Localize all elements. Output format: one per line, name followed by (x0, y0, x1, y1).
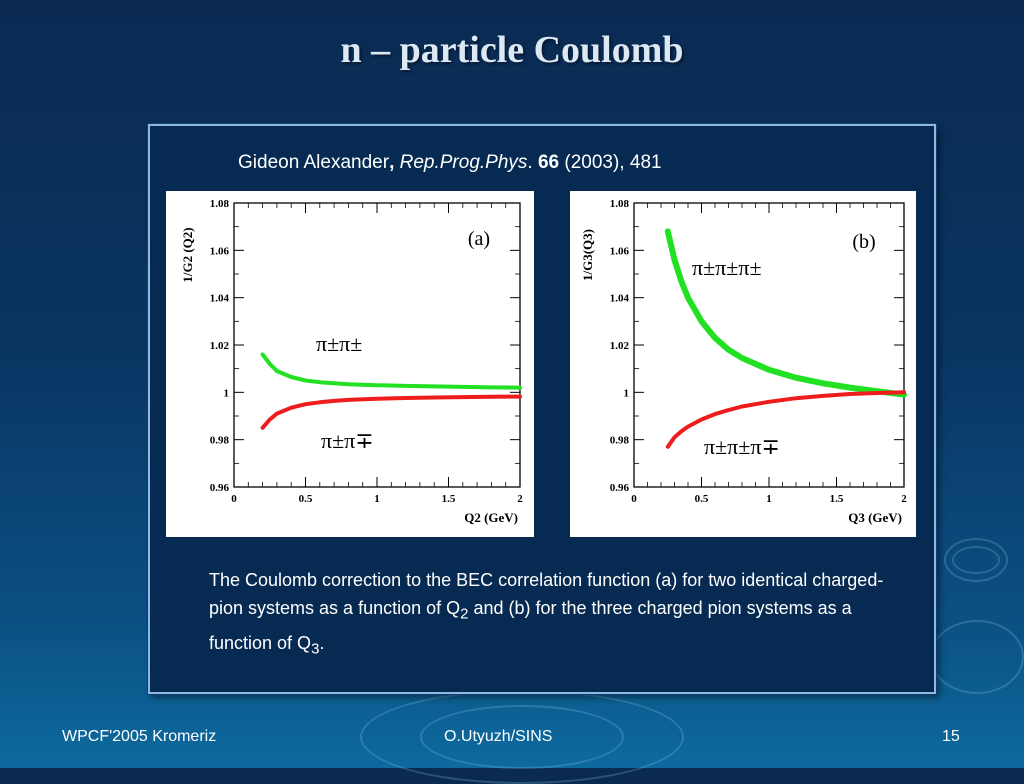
citation-rest: (2003), 481 (564, 152, 662, 173)
series-label: π±π±π∓ (704, 434, 780, 459)
x-axis-label: Q3 (GeV) (848, 510, 902, 525)
series-line (664, 228, 907, 398)
chart-panel-a: 0.96 0.98 1 1.02 1.04 1.06 1.08 0 0.5 1 1.5 2 Q2 (Ge… (166, 191, 534, 537)
y-tick-label: 1 (224, 387, 230, 399)
figure-caption: The Coulomb correction to the BEC correl… (209, 566, 899, 663)
y-tick-label: 1.06 (210, 245, 230, 257)
citation-author: Gideon Alexander (238, 152, 390, 173)
y-tick-label: 1.04 (210, 293, 230, 305)
chart-panel-b: 0.96 0.98 1 1.02 1.04 1.06 1.08 0 0.5 1 1.5 2 Q3 (Ge… (570, 191, 916, 537)
x-tick-label: 1 (374, 493, 380, 505)
panel-label: (b) (852, 231, 875, 253)
y-axis-label: 1/G2 (Q2) (180, 227, 195, 282)
citation-journal: Rep.Prog.Phys (399, 152, 528, 173)
footer-author: O.Utyuzh/SINS (444, 728, 553, 745)
series-label: π±π∓ (321, 428, 374, 453)
x-tick-label: 1 (766, 493, 772, 505)
panel-label: (a) (468, 228, 490, 250)
x-axis-label: Q2 (GeV) (464, 510, 518, 525)
chart-a-svg: 0.96 0.98 1 1.02 1.04 1.06 1.08 0 0.5 1 1.5 2 Q2 (Ge… (180, 198, 523, 525)
citation-volume: 66 (537, 152, 560, 173)
series-label: π±π± (316, 331, 362, 356)
caption-sub2: 3 (311, 640, 320, 658)
x-tick-label: 0 (631, 493, 637, 505)
y-tick-label: 0.98 (610, 435, 630, 447)
caption-part3: . (319, 632, 325, 653)
x-tick-label: 0.5 (299, 493, 313, 505)
slide-title: n – particle Coulomb (340, 29, 684, 71)
footer-conference: WPCF'2005 Kromeriz (62, 728, 217, 745)
series-line (665, 390, 906, 449)
y-tick-label: 0.96 (210, 482, 230, 494)
y-tick-label: 0.96 (610, 482, 630, 494)
y-tick-label: 1.02 (610, 340, 630, 352)
y-tick-label: 1.02 (210, 340, 230, 352)
caption-sub1: 2 (460, 605, 469, 623)
citation-comma: , (389, 152, 395, 173)
series-line (260, 352, 522, 390)
caption-part1: The Coulomb correction to the BEC correl… (209, 570, 884, 618)
y-tick-label: 1.04 (610, 293, 630, 305)
x-tick-label: 2 (901, 493, 907, 505)
caption-part2: and (b) for the three charged pion syste… (209, 598, 852, 653)
citation: Gideon Alexander, Rep.Prog.Phys. 66 (200… (238, 152, 662, 174)
x-tick-label: 1.5 (442, 493, 456, 505)
y-tick-label: 0.98 (210, 435, 230, 447)
series-label: π±π±π± (692, 255, 762, 280)
y-tick-label: 1 (624, 387, 630, 399)
chart-b-svg: 0.96 0.98 1 1.02 1.04 1.06 1.08 0 0.5 1 1.5 2 Q3 (Ge… (580, 198, 907, 525)
x-tick-label: 1.5 (830, 493, 844, 505)
x-tick-label: 0.5 (695, 493, 709, 505)
x-tick-label: 2 (517, 493, 523, 505)
citation-dot: . (527, 152, 533, 173)
y-tick-label: 1.08 (210, 198, 230, 210)
series-line (260, 394, 522, 430)
x-tick-label: 0 (231, 493, 237, 505)
y-axis-label: 1/G3(Q3) (580, 229, 595, 281)
y-tick-label: 1.06 (610, 245, 630, 257)
footer-page-number: 15 (942, 728, 960, 745)
y-tick-label: 1.08 (610, 198, 630, 210)
